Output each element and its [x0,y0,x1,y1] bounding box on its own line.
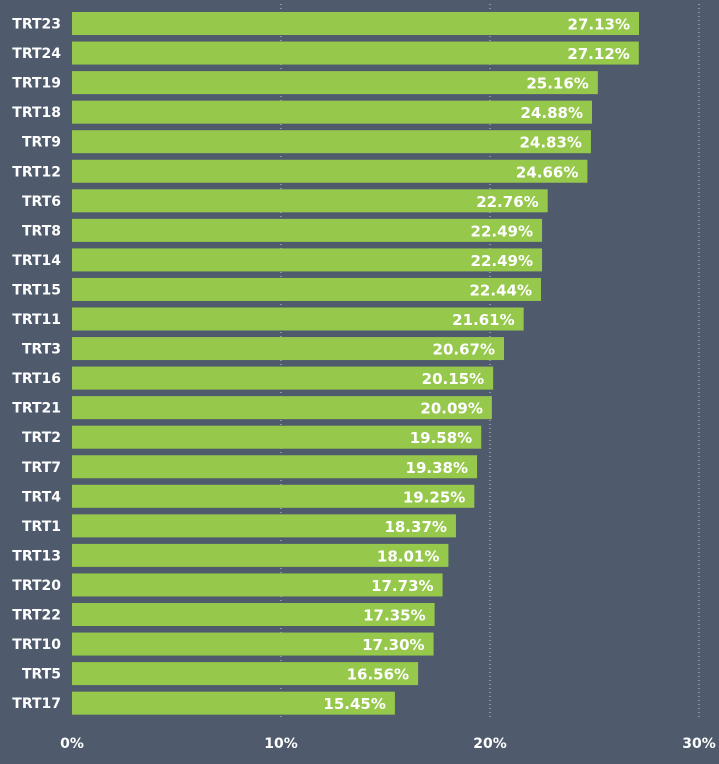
bar-trt17 [72,691,395,715]
value-label-trt24: 27.12% [567,45,629,63]
value-label-trt10: 17.30% [362,636,424,654]
category-label-trt19: TRT19 [12,76,61,92]
labels: TRT23 27.13% TRT24 27.12% TRT19 25.16% TRT18 24… [12,16,630,714]
value-label-trt6: 22.76% [476,193,538,211]
bar-trt6 [72,189,548,213]
bar-trt23 [72,12,640,35]
x-axis-ticks: 0% 10% 20% 30% [60,736,716,752]
bar-trt3 [72,337,505,361]
value-label-trt7: 19.38% [406,459,468,477]
value-label-trt21: 20.09% [420,400,482,418]
value-label-trt11: 21.61% [452,311,514,329]
value-label-trt13: 18.01% [377,547,439,565]
value-label-trt22: 17.35% [363,607,425,625]
category-label-trt23: TRT23 [12,17,61,33]
value-label-trt1: 18.37% [384,518,446,536]
bar-trt22 [72,603,435,626]
category-label-trt3: TRT3 [22,342,61,358]
bar-trt13 [72,543,449,567]
value-label-trt2: 19.58% [410,429,472,447]
value-label-trt12: 24.66% [516,163,578,181]
category-label-trt18: TRT18 [12,105,61,121]
x-tick-label-30pct: 30% [682,736,716,752]
x-tick-label-20pct: 20% [473,736,507,752]
value-label-trt9: 24.83% [519,134,581,152]
value-label-trt18: 24.88% [521,104,583,122]
value-label-trt15: 22.44% [470,281,532,299]
category-label-trt4: TRT4 [22,489,61,505]
bars [72,12,640,715]
value-label-trt16: 20.15% [422,370,484,388]
category-label-trt8: TRT8 [22,223,61,239]
category-label-trt9: TRT9 [22,135,61,151]
category-label-trt24: TRT24 [12,46,61,62]
x-tick-label-0pct: 0% [60,736,84,752]
category-label-trt21: TRT21 [12,401,61,417]
value-label-trt3: 20.67% [433,341,495,359]
category-label-trt7: TRT7 [22,460,61,476]
bar-trt10 [72,632,434,656]
category-label-trt16: TRT16 [12,371,61,387]
category-label-trt20: TRT20 [12,578,61,594]
bar-trt1 [72,514,456,538]
category-label-trt11: TRT11 [12,312,61,328]
bar-trt20 [72,573,443,597]
value-label-trt8: 22.49% [471,222,533,240]
bar-trt12 [72,159,588,183]
value-label-trt20: 17.73% [371,577,433,595]
category-label-trt10: TRT10 [12,637,61,653]
bar-trt14 [72,248,543,272]
category-label-trt13: TRT13 [12,548,61,564]
category-label-trt6: TRT6 [22,194,61,210]
category-label-trt1: TRT1 [22,519,61,535]
bar-trt16 [72,366,494,390]
category-label-trt12: TRT12 [12,164,61,180]
bar-trt24 [72,41,639,65]
bar-trt18 [72,100,592,124]
bar-trt7 [72,455,478,479]
bar-trt8 [72,218,543,242]
category-label-trt15: TRT15 [12,282,61,298]
value-label-trt4: 19.25% [403,488,465,506]
value-label-trt17: 15.45% [323,695,385,713]
bar-trt4 [72,484,475,508]
bar-trt15 [72,277,541,301]
gridlines [280,4,700,720]
value-label-trt19: 25.16% [526,75,588,93]
value-label-trt14: 22.49% [471,252,533,270]
category-label-trt17: TRT17 [12,696,61,712]
bar-trt11 [72,307,524,331]
category-label-trt5: TRT5 [22,667,61,683]
bar-trt5 [72,662,419,686]
bar-trt9 [72,130,591,154]
category-label-trt22: TRT22 [12,608,61,624]
x-tick-label-10pct: 10% [264,736,298,752]
value-label-trt23: 27.13% [568,16,630,34]
bar-trt2 [72,425,482,449]
category-label-trt14: TRT14 [12,253,61,269]
value-label-trt5: 16.56% [347,666,409,684]
category-label-trt2: TRT2 [22,430,61,446]
bar-trt19 [72,71,598,95]
bar-trt21 [72,396,492,420]
